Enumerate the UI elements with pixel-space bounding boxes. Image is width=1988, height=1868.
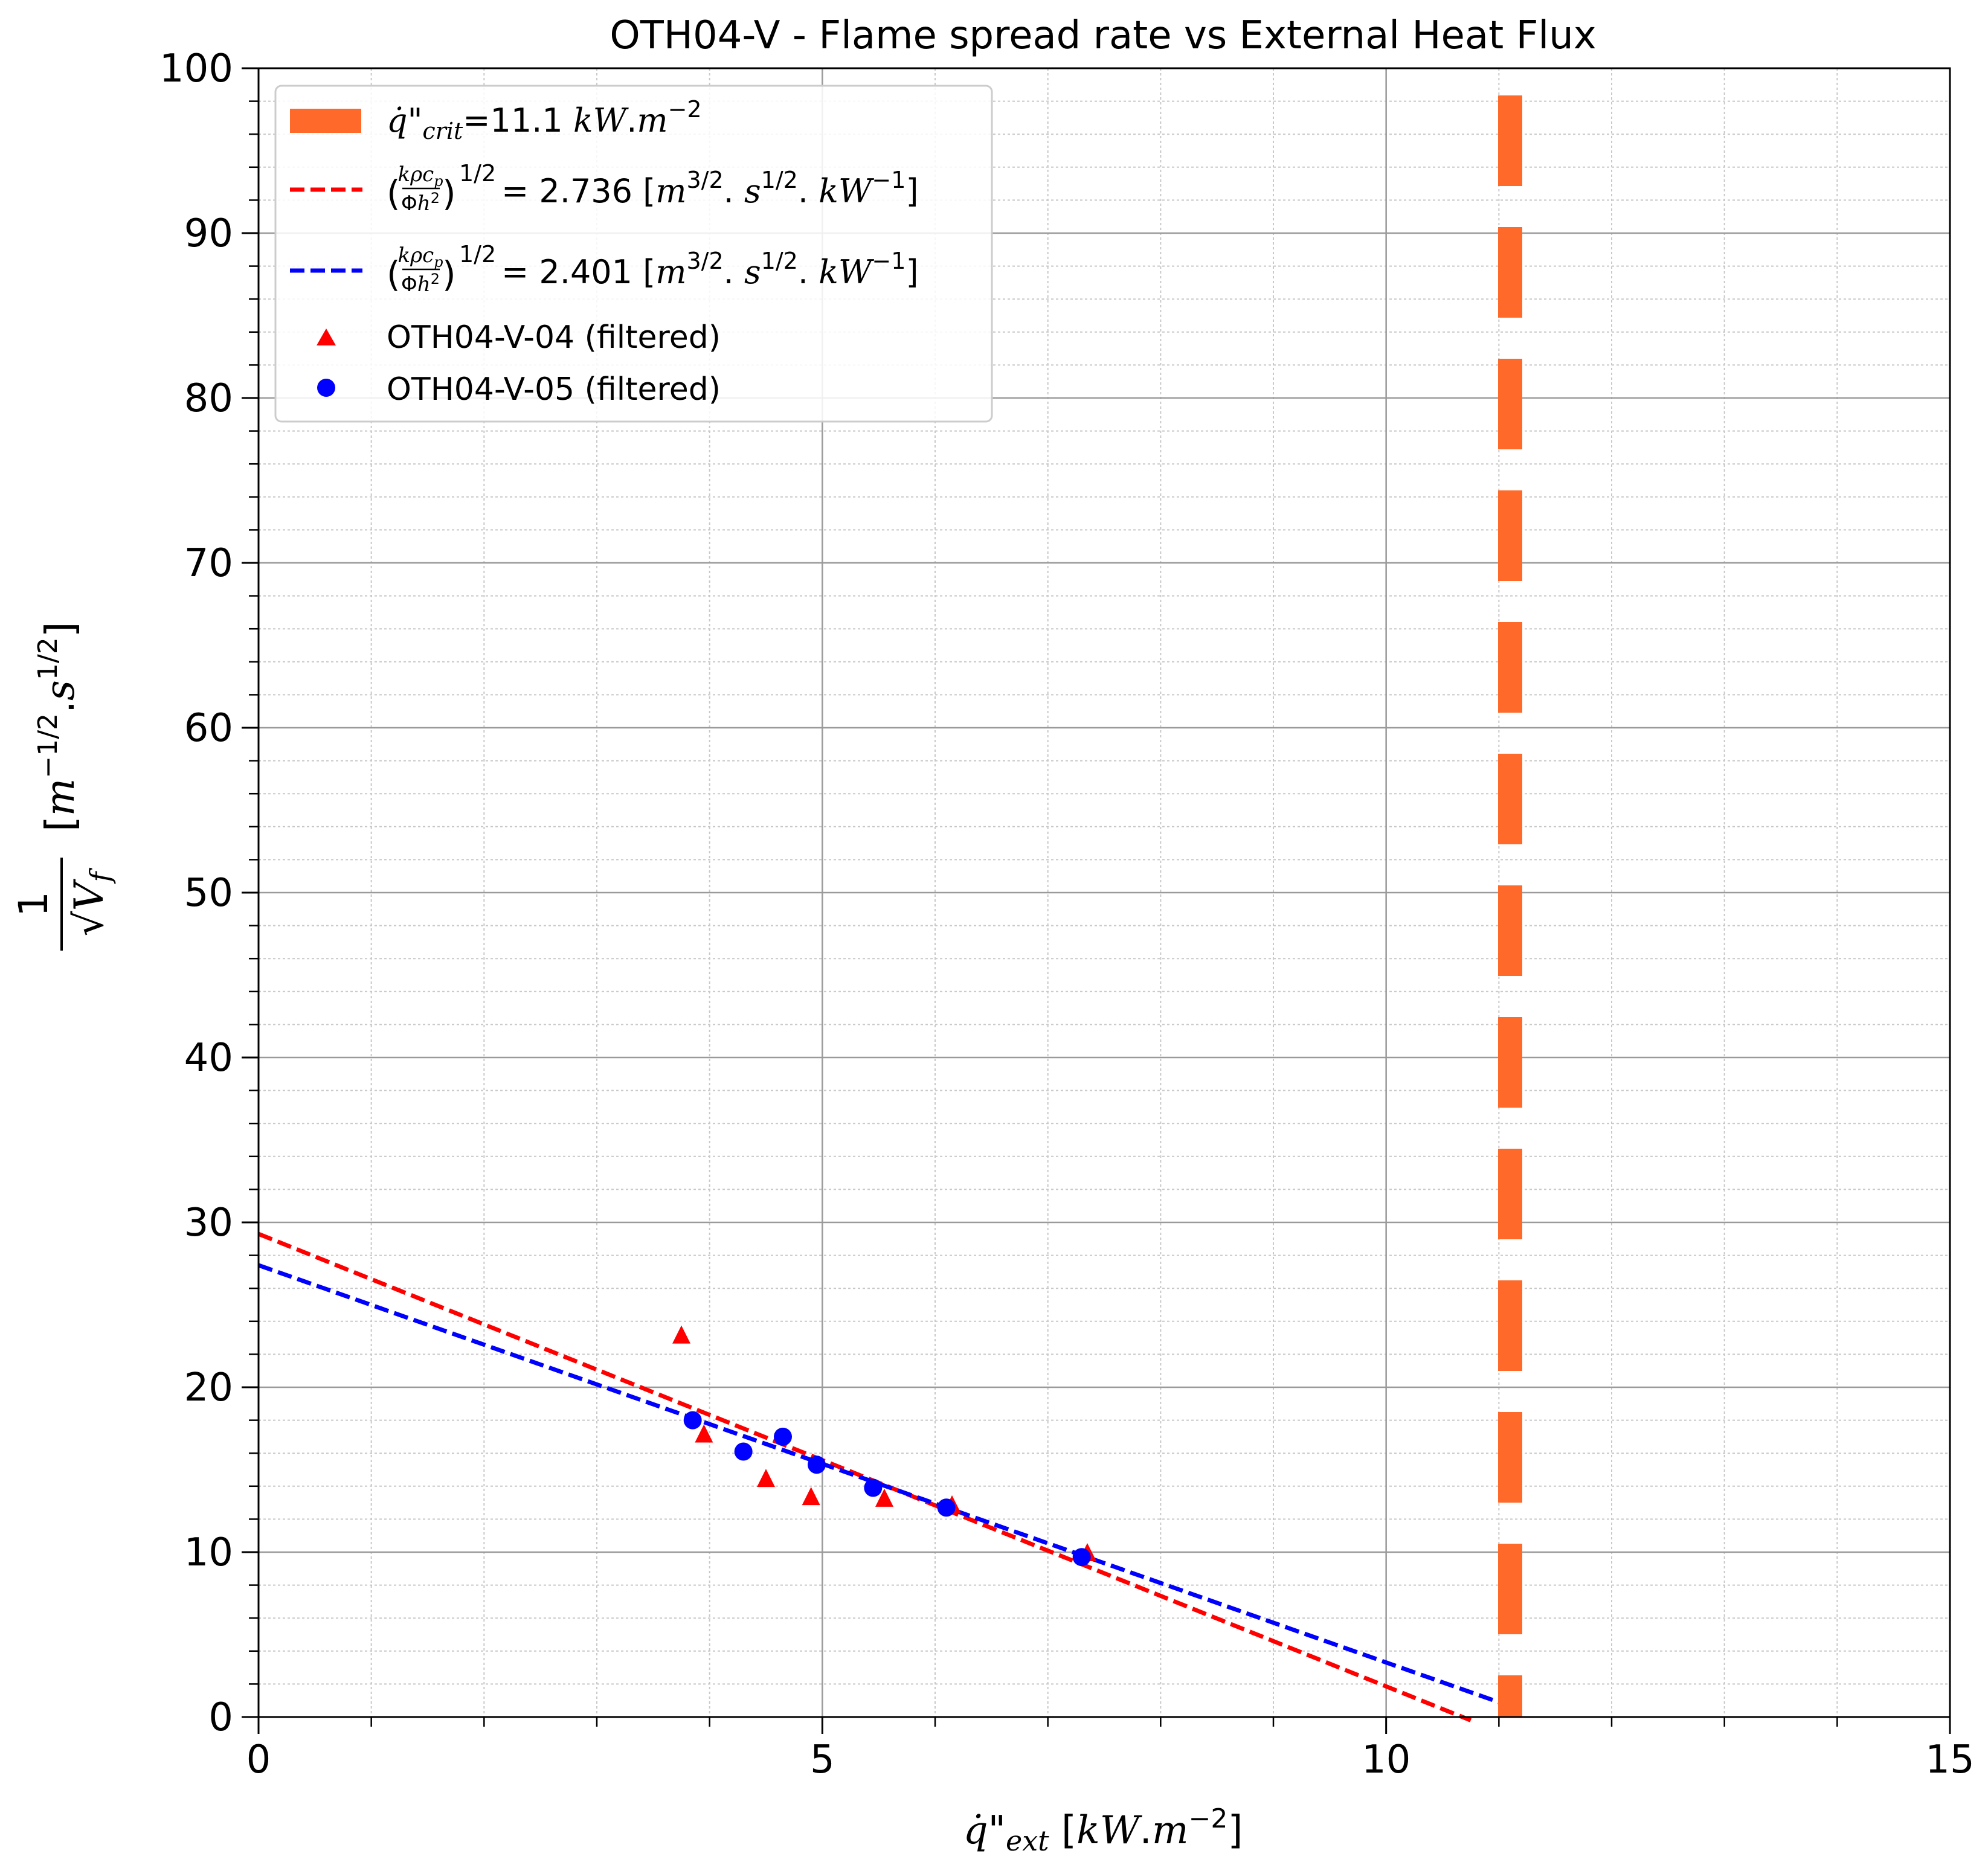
y-tick-label: 90 (184, 211, 233, 256)
triangle-point (672, 1325, 690, 1344)
scatter-points (672, 1325, 1096, 1567)
svg-text:1/2: 1/2 (459, 160, 496, 187)
circle-point (683, 1411, 702, 1430)
svg-text:Φh2: Φh2 (401, 190, 440, 216)
legend-series-2-label: OTH04-V-05 (filtered) (387, 371, 721, 408)
y-label-numerator: 1 (10, 891, 57, 917)
x-tick-label: 10 (1362, 1738, 1411, 1782)
svg-text:= 2.736 [m3/2. s1/2. kW−1]: = 2.736 [m3/2. s1/2. kW−1] (501, 167, 919, 210)
y-tick-label: 10 (184, 1530, 233, 1575)
y-tick-label: 20 (184, 1366, 233, 1410)
y-tick-label: 80 (184, 376, 233, 421)
y-tick-label: 0 (208, 1695, 233, 1740)
legend-series-1-label: OTH04-V-04 (filtered) (387, 319, 721, 356)
circle-point (774, 1427, 792, 1446)
y-tick-label: 100 (159, 47, 233, 91)
triangle-point (757, 1469, 775, 1488)
svg-text:(: ( (387, 254, 400, 295)
legend-critical-swatch (290, 109, 361, 133)
legend-red-fit-value: 2.736 (539, 172, 632, 210)
svg-text:): ) (442, 173, 456, 214)
legend: q̇"crit=11.1 kW.m−2 ( kρcp Φh2 ) 1/2 = 2… (274, 85, 993, 423)
circle-point (808, 1456, 826, 1474)
tick-labels: 0 5 10 15 0 10 20 30 40 50 60 70 80 90 100 (159, 47, 1975, 1782)
svg-text:): ) (442, 254, 456, 295)
legend-blue-fit-value: 2.401 (539, 253, 632, 291)
x-tick-label: 5 (810, 1738, 835, 1782)
triangle-point (695, 1424, 713, 1443)
svg-text:kρcp: kρcp (397, 162, 443, 190)
circle-point (1072, 1548, 1091, 1567)
y-tick-label: 70 (184, 541, 233, 586)
legend-circle-marker (317, 379, 335, 397)
minor-grid (259, 68, 1950, 1717)
svg-text:kρcp: kρcp (397, 243, 443, 271)
y-tick-label: 30 (184, 1201, 233, 1245)
triangle-point (875, 1488, 893, 1507)
svg-text:Φh2: Φh2 (401, 271, 440, 297)
chart-title: OTH04-V - Flame spread rate vs External … (610, 13, 1596, 58)
x-tick-label: 0 (246, 1738, 271, 1782)
fit-line-1 (257, 1231, 1472, 1722)
ticks (242, 67, 1951, 1734)
y-label-units: [m−1/2.s1/2] (33, 622, 83, 832)
triangle-point (802, 1487, 820, 1506)
circle-point (864, 1478, 883, 1497)
y-tick-label: 50 (184, 871, 233, 916)
legend-blue-fit-label: ( kρcp Φh2 ) 1/2 = 2.401 [m3/2. s1/2. kW… (387, 241, 919, 297)
x-tick-label: 15 (1925, 1738, 1974, 1782)
svg-text:= 2.401 [m3/2. s1/2. kW−1]: = 2.401 [m3/2. s1/2. kW−1] (501, 248, 919, 291)
legend-critical-label: q̇"crit=11.1 kW.m−2 (387, 96, 702, 144)
svg-text:1/2: 1/2 (459, 241, 496, 268)
y-tick-label: 60 (184, 706, 233, 751)
legend-triangle-marker (317, 329, 336, 345)
legend-red-fit-label: ( kρcp Φh2 ) 1/2 = 2.736 [m3/2. s1/2. kW… (387, 160, 919, 216)
x-axis-label: q̇"ext [kW.m−2] (963, 1803, 1243, 1857)
legend-box (274, 85, 993, 423)
svg-text:(: ( (387, 173, 400, 214)
y-tick-label: 40 (184, 1036, 233, 1080)
circle-point (734, 1442, 753, 1461)
circle-point (937, 1498, 956, 1517)
